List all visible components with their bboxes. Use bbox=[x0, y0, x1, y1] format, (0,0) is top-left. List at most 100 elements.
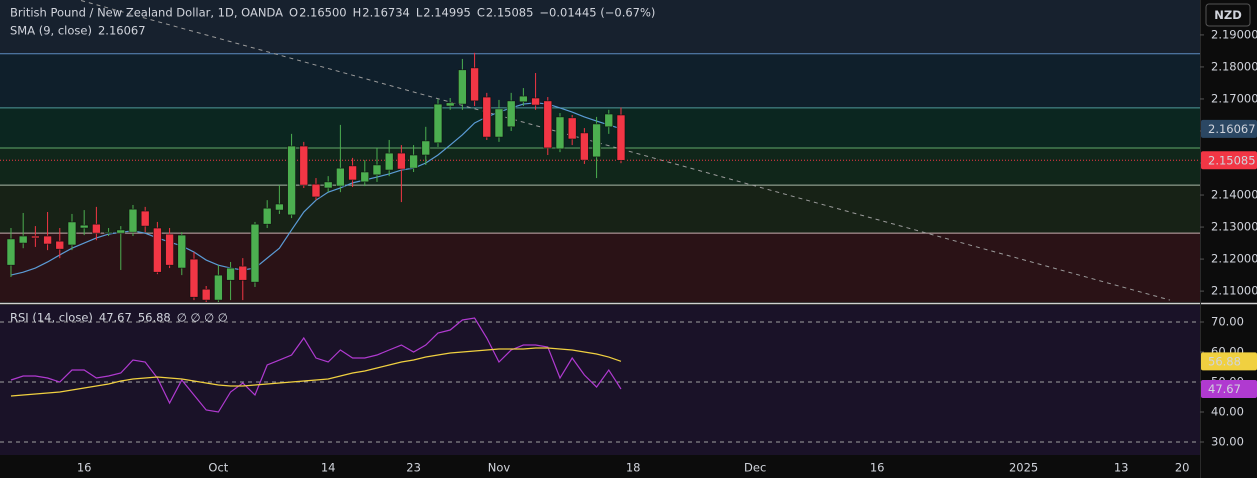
candle-body bbox=[384, 152, 394, 171]
y-tick-label: 2.18000 bbox=[1211, 59, 1257, 73]
candle-body bbox=[287, 145, 296, 216]
candle-body bbox=[555, 116, 565, 150]
candle-body bbox=[153, 227, 162, 273]
candle-body bbox=[299, 145, 309, 186]
indicator-value: 47.67 bbox=[99, 311, 132, 325]
zone bbox=[0, 185, 1200, 234]
zone bbox=[0, 0, 1200, 54]
y-tick-label: 70.00 bbox=[1211, 315, 1244, 329]
ohlc-key: C bbox=[477, 6, 485, 20]
ohlc-key: H bbox=[353, 6, 362, 20]
y-tick-label: 2.14000 bbox=[1211, 188, 1257, 202]
price-axis: 2.110002.120002.130002.140002.150002.160… bbox=[1200, 27, 1257, 449]
y-tick-label: 40.00 bbox=[1211, 405, 1244, 419]
candle-body bbox=[494, 108, 504, 138]
candle-body bbox=[567, 117, 577, 140]
indicator-empty: ∅ ∅ ∅ ∅ bbox=[177, 311, 228, 325]
candle-body bbox=[616, 114, 626, 161]
candle-body bbox=[214, 274, 223, 301]
price-tag-label: 2.15085 bbox=[1208, 153, 1256, 167]
candle-body bbox=[43, 235, 52, 245]
zone bbox=[0, 233, 1200, 302]
candle-body bbox=[372, 164, 382, 176]
candle-body bbox=[470, 67, 479, 102]
candle-body bbox=[189, 258, 199, 298]
candle-body bbox=[67, 221, 77, 246]
indicator-value: 2.16067 bbox=[98, 24, 146, 38]
price-tag bbox=[1201, 151, 1257, 170]
zone bbox=[0, 53, 1200, 108]
y-tick-label: 2.19000 bbox=[1211, 27, 1257, 41]
rsi-plot bbox=[0, 317, 1200, 443]
x-tick-label: 16 bbox=[870, 461, 885, 475]
candle-body bbox=[238, 265, 248, 281]
rsi-line bbox=[10, 347, 622, 397]
candle-body bbox=[433, 103, 443, 144]
candle-body bbox=[6, 238, 16, 266]
candle-body bbox=[250, 223, 260, 283]
price-tag-label: 56.88 bbox=[1208, 354, 1241, 368]
indicator-title: RSI (14, close) bbox=[10, 311, 93, 325]
indicator-title: SMA (9, close) bbox=[10, 24, 92, 38]
ohlc-value: 2.14995 bbox=[423, 6, 471, 20]
x-tick-label: 16 bbox=[77, 461, 92, 475]
symbol-title: British Pound / New Zealand Dollar, 1D, … bbox=[10, 6, 283, 20]
candle-body bbox=[531, 97, 540, 106]
candle-body bbox=[262, 207, 272, 225]
candle-body bbox=[79, 224, 89, 229]
change: −0.01445 (−0.67%) bbox=[539, 6, 655, 20]
candle-body bbox=[165, 233, 174, 266]
x-tick-label: 14 bbox=[321, 461, 336, 475]
price-tag bbox=[1201, 380, 1257, 398]
price-pane bbox=[0, 0, 1200, 302]
ohlc-key: O bbox=[289, 6, 298, 20]
candle-body bbox=[323, 181, 333, 189]
candle-body bbox=[128, 208, 138, 233]
candle-body bbox=[104, 231, 113, 234]
currency-box[interactable] bbox=[1205, 3, 1251, 27]
candle-body bbox=[482, 96, 492, 138]
candle-body bbox=[336, 167, 345, 187]
x-tick-label: 13 bbox=[1114, 461, 1129, 475]
x-tick-label: 18 bbox=[626, 461, 641, 475]
candle-body bbox=[226, 267, 235, 281]
candle-body bbox=[580, 132, 589, 161]
candle-body bbox=[116, 229, 126, 234]
candle-body bbox=[348, 165, 357, 181]
y-tick-label: 30.00 bbox=[1211, 435, 1244, 449]
candle-body bbox=[275, 203, 284, 211]
price-tag bbox=[1201, 119, 1257, 138]
candle-body bbox=[458, 69, 467, 105]
x-tick-label: 2025 bbox=[1009, 461, 1038, 475]
ohlc-value: 2.15085 bbox=[486, 6, 534, 20]
candle-body bbox=[421, 140, 431, 156]
candle-body bbox=[92, 223, 101, 234]
indicator-value: 56.88 bbox=[138, 311, 171, 325]
candle-body bbox=[201, 288, 211, 301]
price-tag-label: 2.16067 bbox=[1208, 122, 1256, 136]
y-tick-label: 2.17000 bbox=[1211, 91, 1257, 105]
candle-body bbox=[604, 113, 614, 128]
x-tick-label: 20 bbox=[1175, 461, 1190, 475]
candle-body bbox=[177, 234, 187, 269]
candle-body bbox=[360, 171, 370, 183]
ohlc-value: 2.16734 bbox=[362, 6, 410, 20]
candle-body bbox=[445, 102, 455, 107]
ohlc-key: L bbox=[416, 6, 423, 20]
candle-body bbox=[543, 100, 553, 149]
legends: SMA (9, close) 2.16067 RSI (14, close) 47.6… bbox=[10, 6, 655, 325]
candle-body bbox=[18, 235, 28, 244]
candle-body bbox=[397, 152, 406, 170]
currency[interactable]: NZD bbox=[1214, 8, 1242, 22]
candle-body bbox=[519, 95, 528, 103]
price-tag bbox=[1201, 352, 1257, 371]
candle-body bbox=[31, 235, 40, 239]
x-tick-label: Dec bbox=[744, 461, 766, 475]
candle-body bbox=[311, 183, 321, 198]
candle-body bbox=[55, 240, 65, 250]
rsi-pane bbox=[0, 305, 1200, 455]
x-tick-label: Nov bbox=[488, 461, 511, 475]
x-tick-label: Oct bbox=[208, 461, 228, 475]
